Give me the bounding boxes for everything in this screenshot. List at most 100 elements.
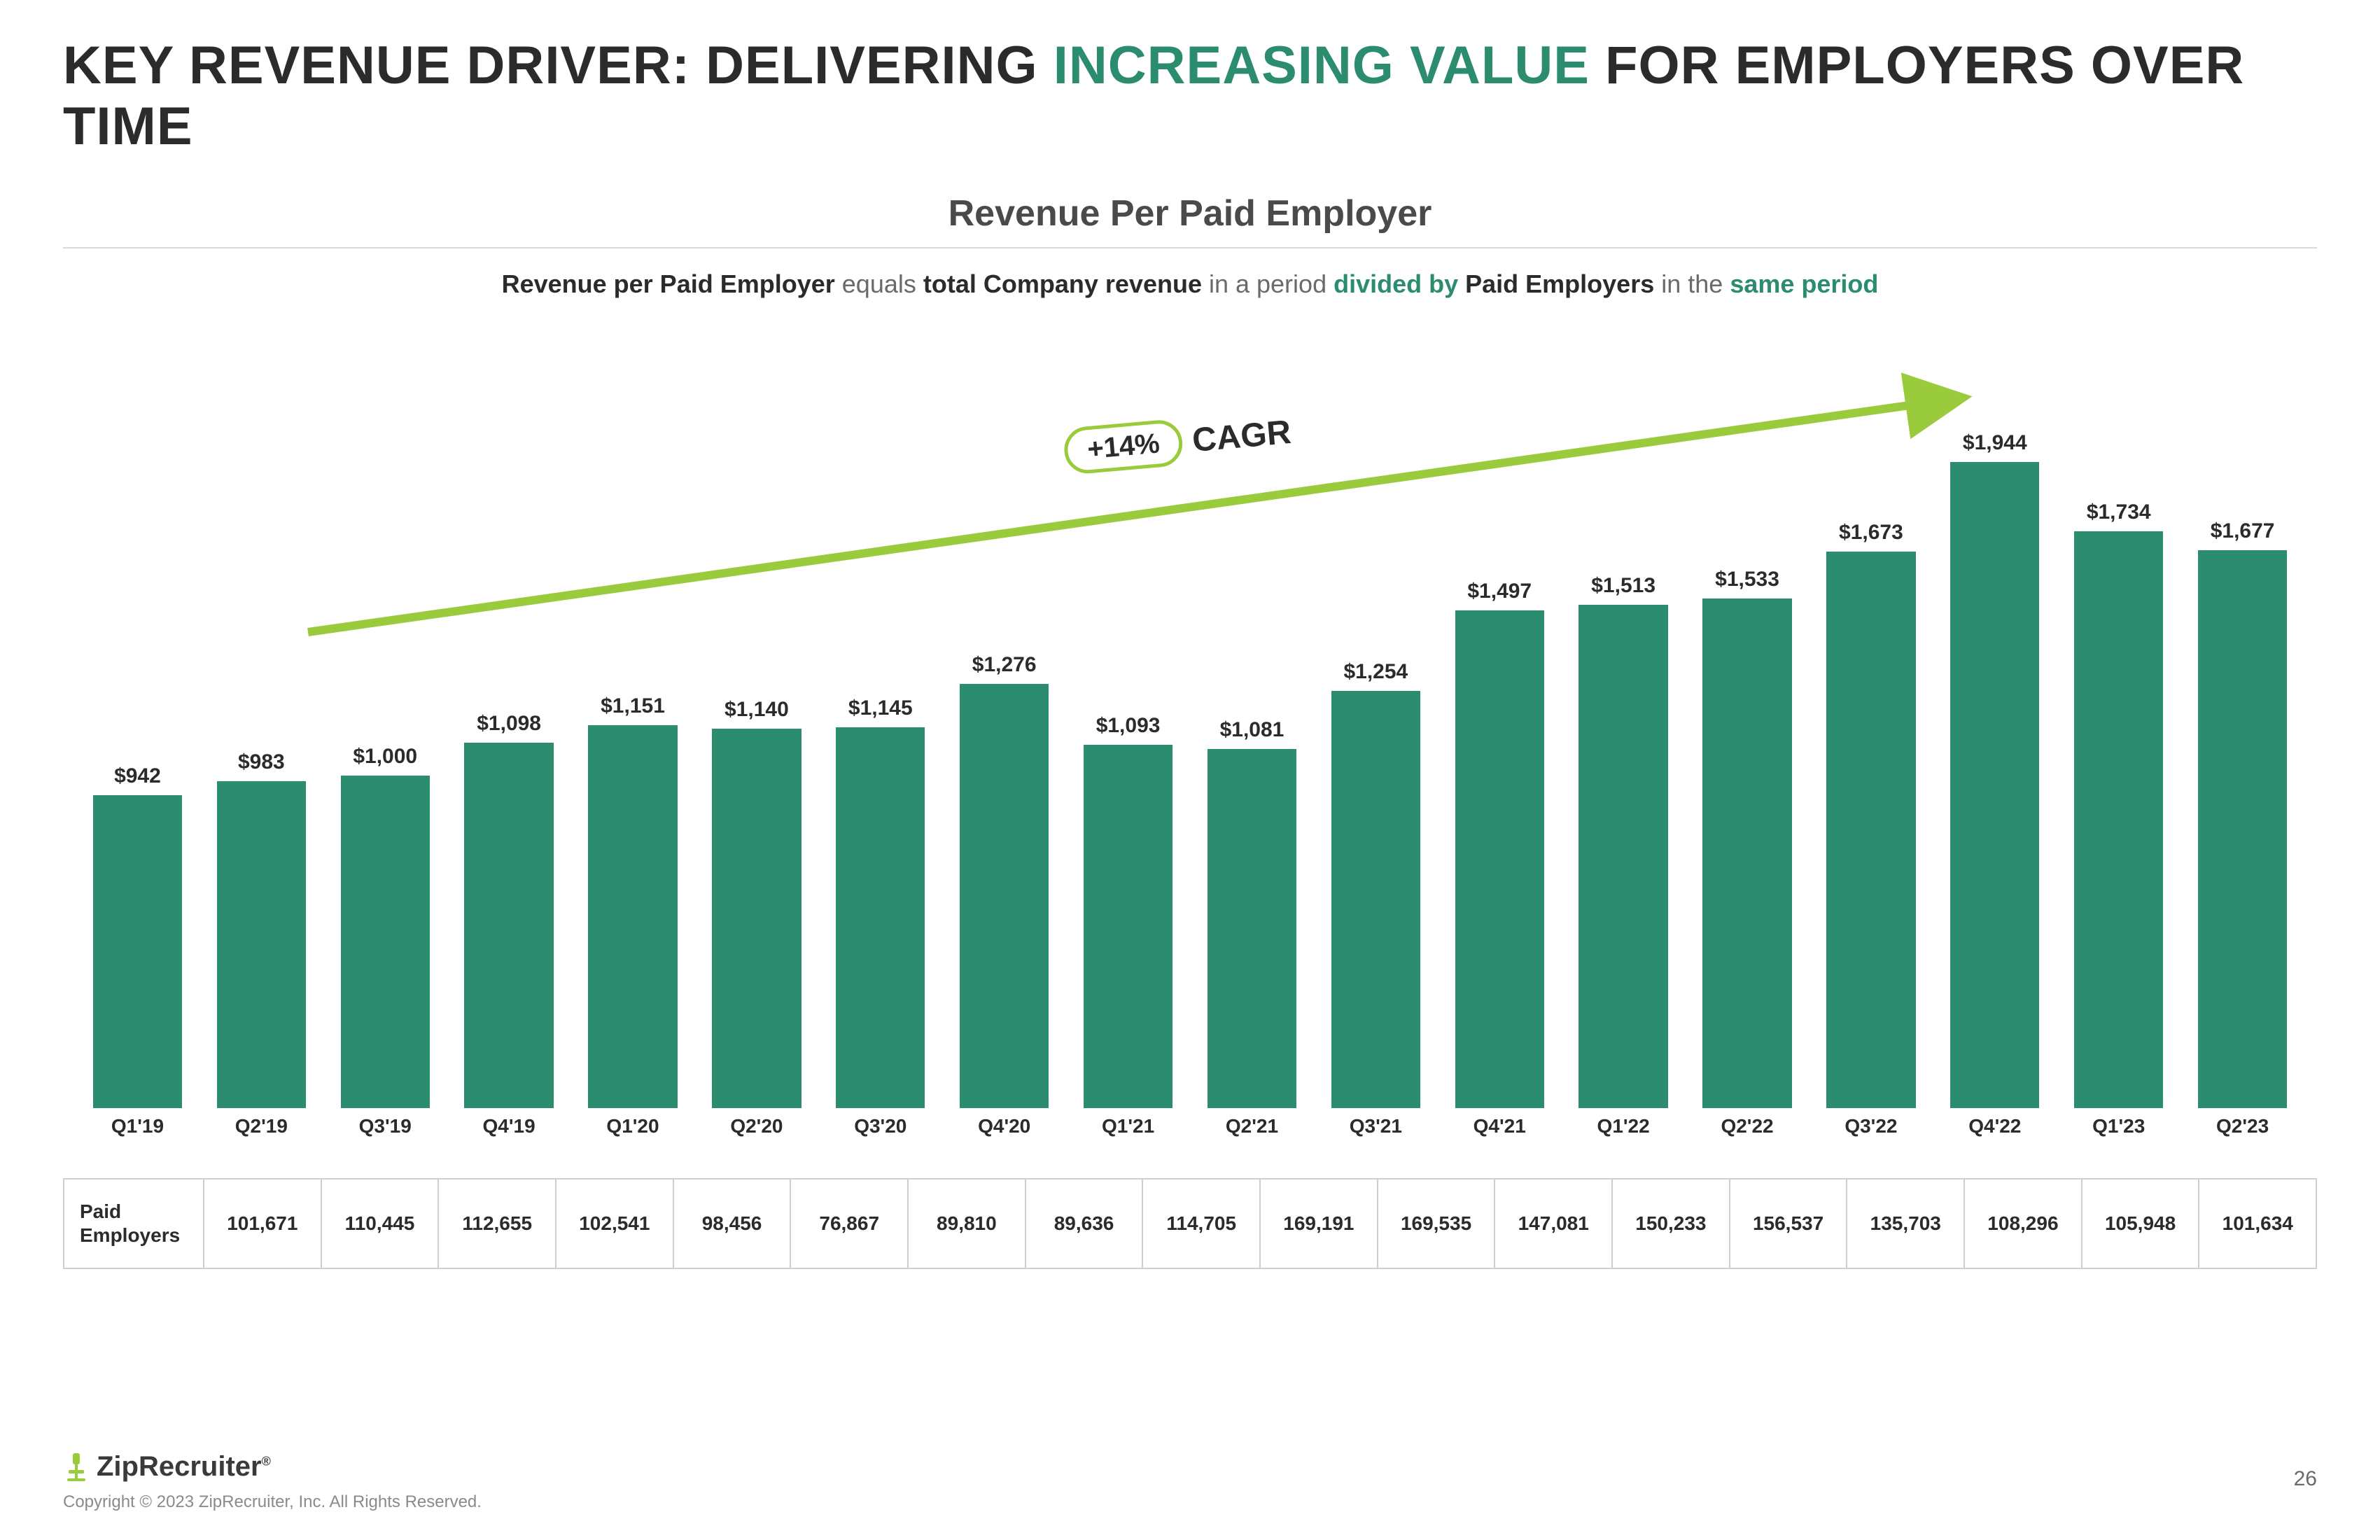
x-axis-label: Q1'19: [76, 1115, 200, 1150]
x-axis-label: Q1'20: [571, 1115, 695, 1150]
pe-cell: 105,948: [2082, 1180, 2200, 1268]
bar: [1578, 605, 1667, 1108]
bar-value-label: $1,000: [353, 745, 417, 769]
bar: [1331, 691, 1420, 1108]
bar-column: $983: [200, 415, 323, 1108]
bar-value-label: $1,081: [1220, 718, 1284, 742]
pe-cell: 156,537: [1730, 1180, 1848, 1268]
bars-container: $942 $983 $1,000 $1,098 $1,151 $1,140 $1,145 $1…: [63, 415, 2317, 1108]
bar-value-label: $1,533: [1715, 568, 1779, 592]
x-axis-label: Q2'23: [2180, 1115, 2304, 1150]
x-axis-label: Q3'19: [323, 1115, 447, 1150]
bar-value-label: $1,677: [2211, 519, 2275, 543]
bar: [217, 781, 306, 1108]
divider: [63, 247, 2317, 248]
title-pre: KEY REVENUE DRIVER: DELIVERING: [63, 36, 1054, 95]
bar-value-label: $1,151: [601, 694, 665, 718]
bar: [1208, 749, 1296, 1108]
bar-value-label: $1,254: [1343, 660, 1408, 684]
chart-subtitle: Revenue Per Paid Employer: [63, 192, 2317, 234]
x-axis-label: Q4'20: [942, 1115, 1066, 1150]
chair-icon: [63, 1452, 90, 1483]
x-axis-label: Q1'23: [2057, 1115, 2180, 1150]
bar-column: $1,497: [1438, 415, 1562, 1108]
slide-title: KEY REVENUE DRIVER: DELIVERING INCREASIN…: [63, 35, 2317, 158]
bar-column: $1,673: [1809, 415, 1933, 1108]
bar: [1826, 552, 1915, 1108]
pe-cell: 98,456: [674, 1180, 792, 1268]
bar-value-label: $1,497: [1467, 580, 1532, 603]
bar-column: $1,140: [694, 415, 818, 1108]
x-axis-label: Q2'20: [694, 1115, 818, 1150]
x-axis-label: Q4'19: [447, 1115, 571, 1150]
pe-cell: 76,867: [791, 1180, 909, 1268]
bar-column: $1,151: [571, 415, 695, 1108]
bar: [2198, 550, 2287, 1108]
bar-column: $1,098: [447, 415, 571, 1108]
pe-cell: 114,705: [1143, 1180, 1261, 1268]
def-p1: Revenue per Paid Employer: [502, 270, 842, 298]
x-axis-label: Q2'22: [1686, 1115, 1809, 1150]
def-p8: same period: [1730, 270, 1878, 298]
definition-text: Revenue per Paid Employer equals total C…: [63, 265, 2317, 303]
bar-column: $1,944: [1933, 415, 2057, 1108]
bar-value-label: $1,140: [724, 698, 789, 722]
footer: ZipRecruiter® Copyright © 2023 ZipRecrui…: [63, 1451, 482, 1512]
pe-cell: 150,233: [1613, 1180, 1730, 1268]
def-p6: Paid Employers: [1458, 270, 1661, 298]
bar-value-label: $1,513: [1591, 574, 1656, 598]
bar: [960, 684, 1049, 1108]
x-axis-labels: Q1'19Q2'19Q3'19Q4'19Q1'20Q2'20Q3'20Q4'20…: [63, 1115, 2317, 1150]
bar-value-label: $983: [238, 750, 285, 774]
x-axis-label: Q3'22: [1809, 1115, 1933, 1150]
bar-chart: +14% CAGR $942$983$1,000$1,098$1,151$1,1…: [63, 366, 2317, 1150]
bar-column: $1,734: [2057, 415, 2180, 1108]
brand-text: ZipRecruiter: [97, 1451, 262, 1482]
x-axis-label: Q4'22: [1933, 1115, 2057, 1150]
x-axis-label: Q1'22: [1562, 1115, 1686, 1150]
paid-employers-table: Paid Employers 101,671110,445112,655102,…: [63, 1178, 2317, 1269]
pe-cell: 110,445: [322, 1180, 440, 1268]
bar-column: $1,000: [323, 415, 447, 1108]
slide: KEY REVENUE DRIVER: DELIVERING INCREASIN…: [0, 0, 2380, 1540]
page-number: 26: [2294, 1467, 2317, 1491]
pe-cell: 101,634: [2199, 1180, 2316, 1268]
x-axis-label: Q3'20: [818, 1115, 942, 1150]
bar: [588, 725, 677, 1108]
x-axis-label: Q2'19: [200, 1115, 323, 1150]
pe-cells: 101,671110,445112,655102,54198,45676,867…: [204, 1180, 2316, 1268]
bar: [2074, 531, 2163, 1108]
bar-column: $1,276: [942, 415, 1066, 1108]
x-axis-label: Q3'21: [1314, 1115, 1438, 1150]
pe-cell: 108,296: [1965, 1180, 2082, 1268]
pe-cell: 89,636: [1026, 1180, 1144, 1268]
bar-value-label: $1,276: [972, 653, 1037, 677]
x-axis-label: Q2'21: [1190, 1115, 1314, 1150]
bar-value-label: $1,673: [1839, 521, 1903, 545]
bar: [464, 743, 553, 1108]
bar-column: $1,145: [818, 415, 942, 1108]
bar: [1702, 598, 1791, 1108]
brand-name: ZipRecruiter®: [97, 1451, 271, 1483]
bar: [93, 795, 182, 1108]
bar-value-label: $942: [114, 764, 161, 788]
pe-cell: 89,810: [909, 1180, 1026, 1268]
bar: [341, 776, 430, 1108]
def-p2: equals: [842, 270, 923, 298]
def-p3: total Company revenue: [923, 270, 1209, 298]
bar: [1084, 745, 1172, 1108]
bar-value-label: $1,098: [477, 712, 541, 736]
bar: [836, 727, 925, 1108]
pe-cell: 169,191: [1261, 1180, 1378, 1268]
bar-column: $1,513: [1562, 415, 1686, 1108]
bar-value-label: $1,145: [848, 696, 913, 720]
bar-column: $1,254: [1314, 415, 1438, 1108]
pe-header: Paid Employers: [64, 1180, 204, 1268]
bar: [1950, 462, 2039, 1108]
bar: [1455, 610, 1544, 1108]
pe-cell: 135,703: [1847, 1180, 1965, 1268]
def-p7: in the: [1661, 270, 1730, 298]
x-axis-label: Q4'21: [1438, 1115, 1562, 1150]
pe-cell: 169,535: [1378, 1180, 1496, 1268]
bar-value-label: $1,734: [2087, 500, 2151, 524]
